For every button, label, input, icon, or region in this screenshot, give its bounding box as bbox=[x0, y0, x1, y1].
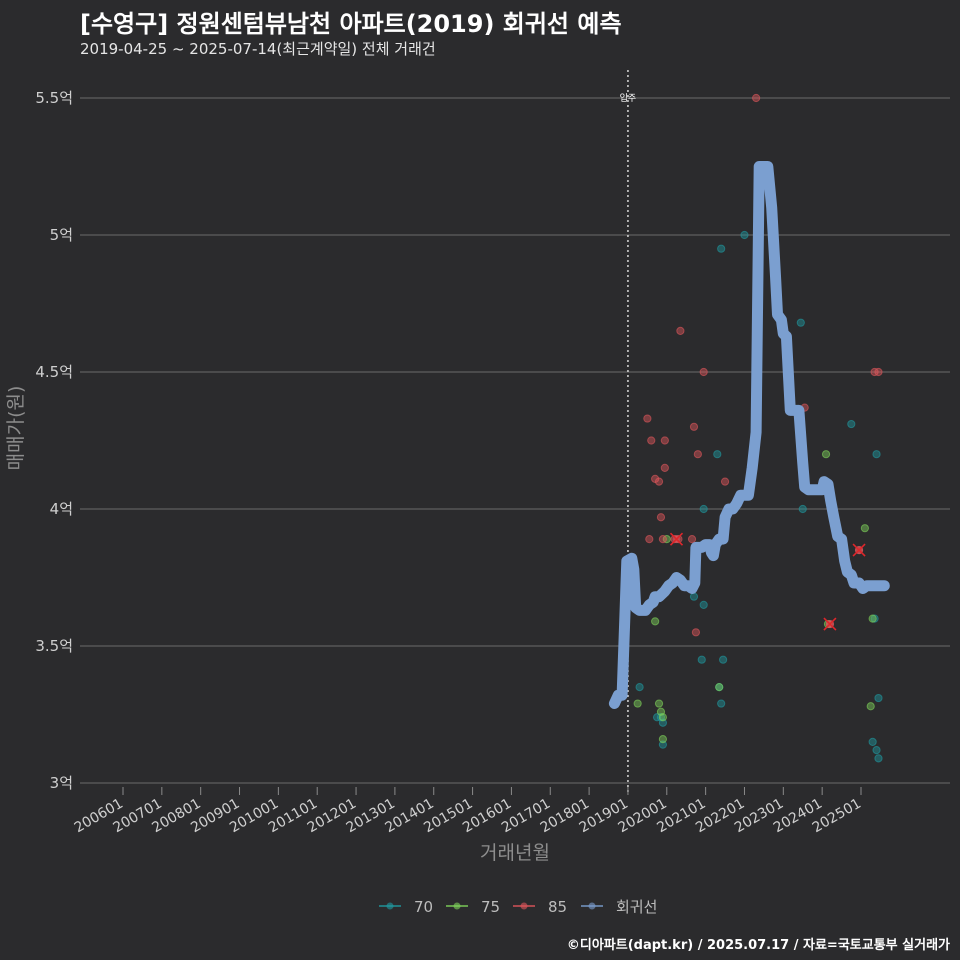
reference-label: 입주 bbox=[620, 92, 637, 104]
legend-label: 75 bbox=[481, 898, 500, 916]
data-point-85 bbox=[658, 535, 668, 544]
caption: ©디아파트(dapt.kr) / 2025.07.17 / 자료=국토교통부 실… bbox=[566, 938, 950, 953]
points-layer bbox=[633, 93, 883, 763]
data-point-75 bbox=[633, 699, 642, 708]
data-point-70 bbox=[697, 655, 706, 664]
data-point-70 bbox=[872, 450, 881, 459]
legend-key-dot bbox=[453, 902, 461, 910]
data-point-70 bbox=[719, 655, 728, 664]
legend-label: 85 bbox=[548, 898, 567, 916]
data-point-85 bbox=[676, 326, 685, 335]
data-point-70 bbox=[689, 592, 699, 601]
data-point-70 bbox=[635, 683, 644, 692]
legend-label: 70 bbox=[414, 898, 433, 916]
data-point-85 bbox=[752, 93, 761, 103]
highlight-x-marker bbox=[823, 617, 837, 631]
legend-key-dot bbox=[386, 902, 394, 910]
data-point-70 bbox=[798, 504, 807, 514]
data-point-75 bbox=[658, 713, 668, 722]
data-point-75 bbox=[860, 524, 869, 533]
data-point-70 bbox=[868, 737, 877, 747]
grid-layer bbox=[80, 97, 950, 784]
data-point-70 bbox=[796, 318, 805, 327]
y-tick-label: 5.5억 bbox=[35, 89, 73, 107]
data-point-70 bbox=[713, 450, 722, 459]
data-point-75 bbox=[868, 614, 877, 623]
data-point-85 bbox=[687, 535, 697, 544]
data-point-75 bbox=[654, 699, 664, 708]
data-point-75 bbox=[658, 735, 668, 744]
data-point-70 bbox=[872, 746, 881, 755]
legend-key-dot bbox=[520, 902, 528, 910]
data-point-85 bbox=[693, 450, 702, 459]
data-point-85 bbox=[660, 436, 669, 445]
y-tick-label: 4.5억 bbox=[35, 363, 73, 381]
data-point-70 bbox=[717, 244, 726, 253]
highlight-x-marker bbox=[669, 532, 684, 546]
data-point-75 bbox=[651, 617, 660, 626]
data-point-85 bbox=[874, 367, 883, 377]
tick-layer: 3억3.5억4억4.5억5억5.5억2006012007012008012009… bbox=[35, 89, 864, 836]
data-point-85 bbox=[656, 513, 666, 522]
data-point-85 bbox=[691, 628, 701, 637]
data-point-85 bbox=[643, 414, 652, 423]
data-point-85 bbox=[645, 535, 654, 544]
data-point-85 bbox=[689, 422, 699, 431]
data-point-75 bbox=[715, 683, 724, 692]
highlight-layer bbox=[669, 532, 866, 631]
chart-title: [수영구] 정원센텀뷰남천 아파트(2019) 회귀선 예측 bbox=[80, 10, 622, 38]
reference-layer: 입주 bbox=[620, 70, 637, 793]
data-point-85 bbox=[647, 436, 656, 445]
data-point-85 bbox=[699, 367, 708, 377]
data-point-70 bbox=[740, 230, 749, 240]
data-point-70 bbox=[874, 693, 883, 703]
data-point-70 bbox=[874, 754, 883, 763]
y-tick-label: 4억 bbox=[50, 500, 73, 518]
data-point-75 bbox=[866, 702, 875, 711]
data-point-70 bbox=[699, 504, 708, 514]
highlight-x-marker bbox=[852, 543, 866, 557]
data-point-70 bbox=[699, 600, 708, 610]
y-tick-label: 3억 bbox=[50, 774, 73, 792]
y-tick-label: 3.5억 bbox=[35, 637, 73, 655]
legend-key-dot bbox=[588, 902, 596, 910]
chart-subtitle: 2019-04-25 ~ 2025-07-14(최근계약일) 전체 거래건 bbox=[80, 40, 436, 58]
data-point-70 bbox=[717, 699, 726, 708]
data-point-85 bbox=[654, 477, 664, 486]
x-axis-title: 거래년월 bbox=[480, 842, 550, 864]
y-axis-title: 매매가(원) bbox=[5, 386, 27, 471]
y-tick-label: 5억 bbox=[50, 226, 73, 244]
legend-label: 회귀선 bbox=[616, 898, 657, 916]
data-point-85 bbox=[720, 477, 730, 486]
data-point-70 bbox=[847, 419, 856, 429]
legend: 70 75 85 회귀선 bbox=[379, 898, 657, 916]
regression-layer bbox=[608, 161, 890, 709]
regression-line bbox=[608, 161, 890, 709]
data-point-85 bbox=[660, 463, 669, 472]
data-point-75 bbox=[821, 450, 831, 459]
